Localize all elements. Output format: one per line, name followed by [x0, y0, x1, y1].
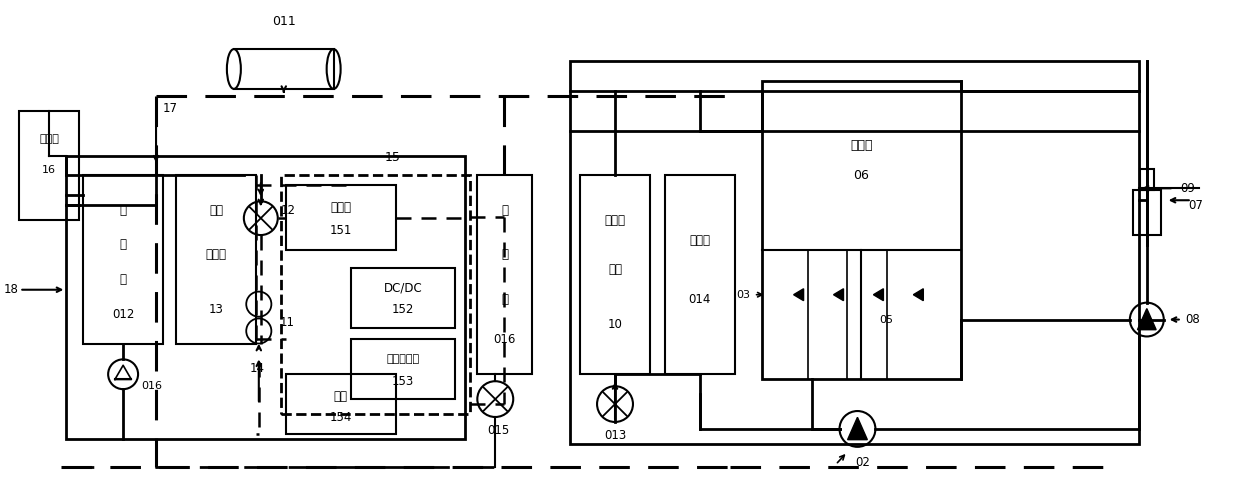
Text: 02: 02: [856, 456, 870, 469]
Bar: [280, 175, 470, 414]
Text: 器: 器: [501, 293, 508, 306]
Polygon shape: [833, 289, 843, 301]
Polygon shape: [914, 289, 924, 301]
Text: 16: 16: [42, 165, 56, 175]
Text: DC/DC: DC/DC: [383, 281, 423, 294]
Bar: [351, 268, 455, 328]
Text: 013: 013: [604, 430, 626, 442]
Text: 05: 05: [879, 314, 893, 325]
Polygon shape: [1137, 309, 1156, 330]
Bar: [66, 156, 465, 439]
Bar: [20, 111, 79, 220]
Text: 冷: 冷: [119, 204, 126, 217]
Text: 016: 016: [494, 333, 516, 346]
Text: 016: 016: [141, 381, 162, 391]
Text: 第三: 第三: [208, 204, 223, 217]
Text: 03: 03: [737, 290, 750, 300]
Text: 储液罐: 储液罐: [40, 134, 60, 143]
Text: 换热器: 换热器: [689, 233, 711, 246]
Text: 015: 015: [487, 424, 510, 437]
Polygon shape: [873, 289, 883, 301]
Bar: [234, 49, 334, 89]
Text: 蒸: 蒸: [501, 204, 508, 217]
Bar: [176, 175, 255, 345]
Text: 151: 151: [330, 224, 352, 237]
Text: 器: 器: [119, 273, 126, 286]
Text: 10: 10: [608, 318, 622, 331]
Bar: [83, 175, 162, 345]
Text: 13: 13: [208, 303, 223, 316]
Bar: [761, 81, 961, 379]
Text: 07: 07: [1189, 199, 1204, 212]
Text: 12: 12: [280, 204, 296, 217]
Text: 散热器: 散热器: [206, 248, 227, 261]
Text: 电机控制器: 电机控制器: [387, 354, 419, 364]
Text: 11: 11: [280, 316, 295, 329]
Text: 18: 18: [4, 283, 19, 296]
Text: 第二散: 第二散: [605, 214, 625, 226]
Polygon shape: [115, 365, 131, 380]
Ellipse shape: [227, 49, 241, 89]
Text: 14: 14: [249, 362, 264, 375]
Polygon shape: [794, 289, 804, 301]
Bar: [665, 175, 735, 374]
Text: 014: 014: [688, 293, 711, 306]
Text: 电池包: 电池包: [851, 139, 873, 152]
Text: 152: 152: [392, 303, 414, 316]
Bar: [285, 374, 396, 434]
Text: 09: 09: [1180, 182, 1195, 195]
Text: 电机: 电机: [334, 390, 347, 402]
Text: 17: 17: [162, 102, 179, 115]
Text: 153: 153: [392, 375, 414, 388]
Bar: [570, 61, 1138, 444]
Polygon shape: [848, 417, 867, 440]
Bar: [285, 185, 396, 250]
Text: 15: 15: [386, 151, 401, 164]
Text: 充电机: 充电机: [330, 201, 351, 214]
Text: 08: 08: [1185, 313, 1200, 326]
Text: 012: 012: [112, 308, 134, 321]
Bar: [1133, 190, 1161, 235]
Text: 发: 发: [501, 248, 508, 261]
Bar: [1140, 169, 1153, 190]
Text: 凝: 凝: [119, 239, 126, 251]
Text: 热器: 热器: [608, 263, 622, 277]
Bar: [580, 175, 650, 374]
Text: 154: 154: [330, 412, 352, 424]
Bar: [477, 175, 532, 374]
Text: 06: 06: [853, 169, 869, 182]
Text: 011: 011: [272, 15, 295, 28]
Bar: [351, 339, 455, 399]
